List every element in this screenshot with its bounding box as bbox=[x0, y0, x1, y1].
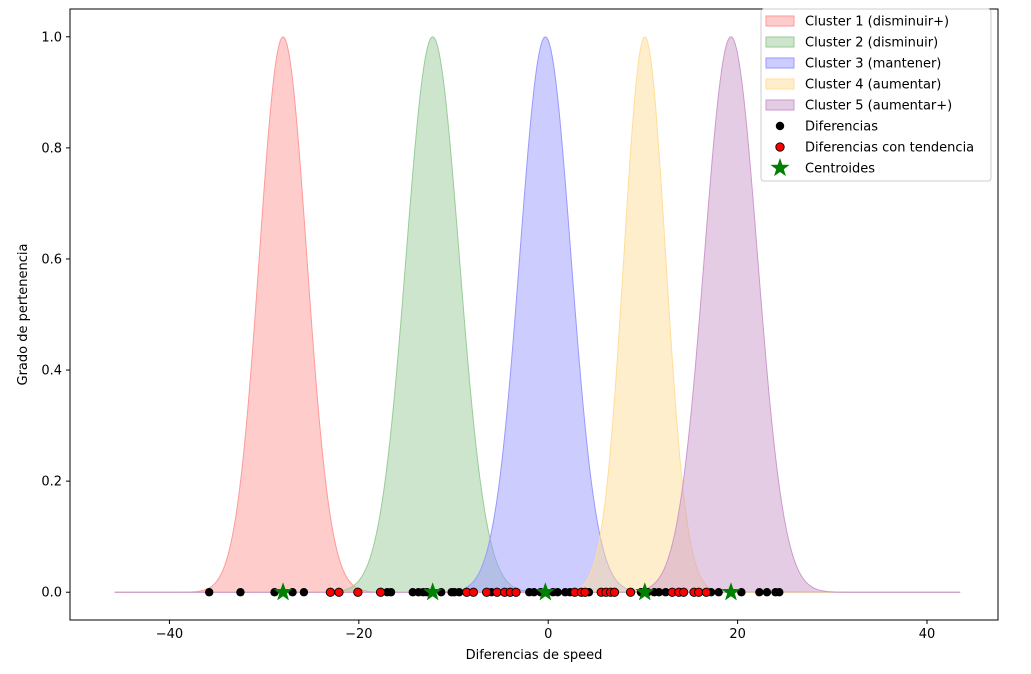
trend-point bbox=[511, 587, 521, 597]
y-tick-label: 1.0 bbox=[41, 30, 62, 45]
centroid-marker bbox=[273, 582, 293, 601]
centroid-marker bbox=[535, 582, 555, 601]
y-axis-ticks: 0.0 0.2 0.4 0.6 0.8 1.0 bbox=[41, 30, 70, 601]
chart-legend: Cluster 1 (disminuir+) Cluster 2 (disminu… bbox=[760, 8, 992, 182]
data-markers bbox=[205, 582, 784, 601]
x-tick-label: 0 bbox=[544, 627, 552, 642]
data-point bbox=[775, 588, 784, 597]
legend-label: Cluster 2 (disminuir) bbox=[805, 36, 938, 51]
legend-swatch bbox=[775, 142, 785, 152]
legend-label: Cluster 3 (mantener) bbox=[805, 57, 941, 72]
trend-point bbox=[325, 587, 336, 597]
data-point bbox=[755, 588, 764, 597]
x-tick-label: 20 bbox=[729, 627, 746, 642]
trend-point bbox=[482, 587, 492, 597]
y-tick-label: 0.2 bbox=[41, 475, 62, 490]
legend-swatch bbox=[770, 158, 790, 177]
legend-swatch bbox=[765, 78, 795, 90]
trend-point bbox=[678, 587, 689, 597]
cluster-1-area bbox=[114, 36, 961, 593]
data-point bbox=[386, 588, 396, 597]
legend-swatch bbox=[765, 99, 795, 111]
x-tick-label: −40 bbox=[156, 627, 183, 642]
data-point bbox=[737, 588, 746, 597]
trend-point bbox=[609, 587, 620, 597]
legend-label: Cluster 1 (disminuir+) bbox=[805, 15, 949, 30]
trend-point bbox=[625, 587, 636, 597]
legend-label: Cluster 5 (aumentar+) bbox=[805, 99, 952, 114]
legend-label: Diferencias con tendencia bbox=[805, 141, 974, 156]
legend-swatch bbox=[765, 57, 795, 69]
data-point bbox=[661, 588, 670, 597]
trend-point bbox=[701, 587, 711, 597]
cluster-5-area bbox=[114, 37, 961, 593]
membership-curves bbox=[114, 36, 961, 593]
y-tick-label: 0.4 bbox=[41, 364, 62, 379]
data-point bbox=[299, 588, 309, 597]
centroid-marker bbox=[721, 582, 741, 601]
y-tick-label: 0.0 bbox=[41, 586, 62, 601]
y-axis-label: Grado de pertenencia bbox=[16, 244, 31, 386]
legend-label: Centroides bbox=[805, 162, 875, 177]
axes-frame bbox=[69, 8, 999, 621]
data-point bbox=[762, 588, 772, 597]
legend-swatch bbox=[775, 121, 785, 131]
data-point bbox=[714, 588, 723, 597]
data-point bbox=[205, 588, 214, 597]
legend-label: Cluster 4 (aumentar) bbox=[805, 78, 941, 93]
centroid-marker bbox=[423, 582, 443, 601]
y-tick-label: 0.8 bbox=[41, 141, 62, 156]
trend-point bbox=[375, 587, 386, 597]
centroid-marker bbox=[635, 582, 655, 601]
data-point bbox=[529, 588, 539, 597]
cluster-3-area bbox=[114, 36, 961, 593]
x-tick-label: −20 bbox=[345, 627, 372, 642]
data-point bbox=[654, 588, 664, 597]
x-axis-ticks: −40 −20 0 20 40 bbox=[156, 620, 936, 642]
x-tick-label: 40 bbox=[919, 627, 936, 642]
data-point bbox=[236, 588, 245, 597]
trend-point bbox=[580, 587, 590, 597]
data-point bbox=[454, 588, 464, 597]
legend-swatch bbox=[765, 15, 795, 27]
trend-point bbox=[353, 587, 363, 597]
trend-point bbox=[334, 587, 344, 597]
trend-point bbox=[468, 587, 479, 597]
x-axis-label: Diferencias de speed bbox=[466, 648, 603, 663]
data-point bbox=[553, 588, 562, 597]
legend-box bbox=[760, 8, 992, 182]
legend-label: Diferencias bbox=[805, 120, 878, 135]
y-tick-label: 0.6 bbox=[41, 252, 62, 267]
legend-swatch bbox=[765, 36, 795, 48]
